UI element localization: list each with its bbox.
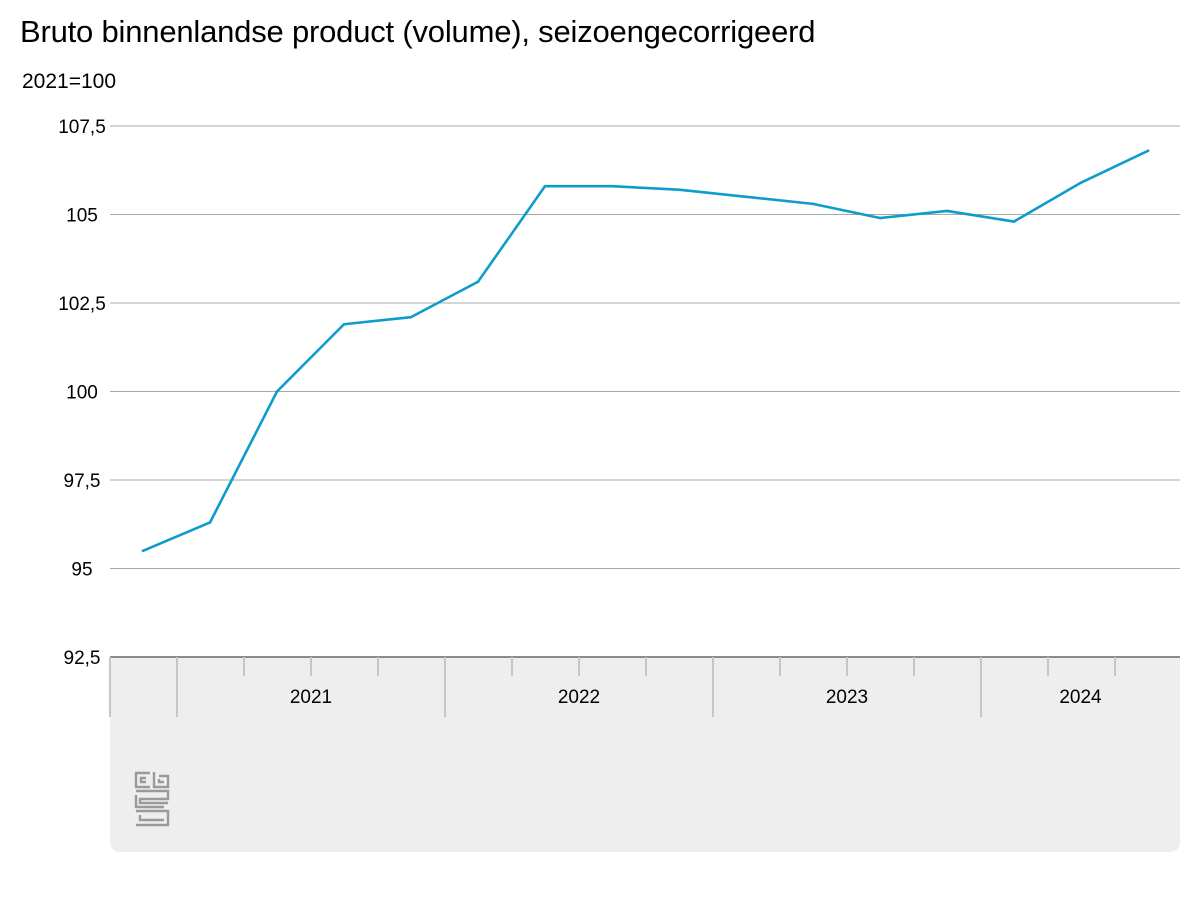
data-point xyxy=(878,216,882,220)
data-point xyxy=(275,390,279,393)
data-point xyxy=(543,184,547,188)
data-point xyxy=(342,322,346,326)
y-tick-label: 105 xyxy=(66,206,98,227)
data-point xyxy=(1012,220,1016,223)
grid-lines xyxy=(110,125,1180,658)
y-tick-label: 107,5 xyxy=(58,117,106,138)
data-point xyxy=(1079,181,1083,184)
data-point xyxy=(677,188,681,192)
x-tick-label: 2024 xyxy=(1059,687,1102,708)
chart-title: Bruto binnenlandse product (volume), sei… xyxy=(20,14,816,49)
x-axis-tick-labels: 2021 2022 2023 2024 xyxy=(290,687,1102,708)
x-tick-label: 2023 xyxy=(826,687,868,708)
data-point xyxy=(610,184,614,188)
data-point xyxy=(811,202,815,206)
chart-subtitle: 2021=100 xyxy=(22,70,117,93)
data-point xyxy=(744,195,748,199)
data-point xyxy=(141,549,145,553)
y-tick-label: 92,5 xyxy=(64,648,101,669)
data-point xyxy=(208,521,212,524)
data-point xyxy=(476,280,480,284)
y-tick-label: 97,5 xyxy=(64,471,101,492)
y-tick-label: 100 xyxy=(66,383,98,404)
data-point xyxy=(945,209,949,213)
data-point xyxy=(1146,149,1150,153)
data-point xyxy=(409,315,413,319)
y-tick-label: 95 xyxy=(71,560,92,581)
series-layer xyxy=(141,149,1150,553)
series-line xyxy=(141,149,1150,553)
y-axis-tick-labels: 92,5 95 97,5 100 102,5 105 107,5 xyxy=(58,117,106,669)
x-tick-label: 2021 xyxy=(290,687,332,708)
x-axis-ticks xyxy=(109,657,1116,717)
y-tick-label: 102,5 xyxy=(58,294,106,315)
x-tick-label: 2022 xyxy=(558,687,600,708)
x-axis-panel xyxy=(110,657,1180,852)
cbs-logo-icon xyxy=(134,771,170,827)
